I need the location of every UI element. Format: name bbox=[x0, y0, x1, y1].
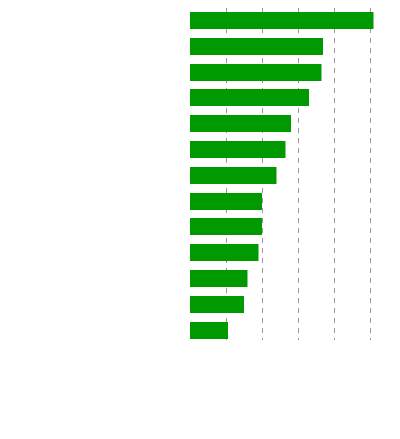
bar-6 bbox=[190, 141, 286, 158]
bar-5 bbox=[190, 115, 291, 132]
bar-9 bbox=[190, 218, 262, 235]
bar-7 bbox=[190, 167, 277, 184]
bar-10 bbox=[190, 244, 259, 261]
bar-1 bbox=[190, 12, 374, 29]
bar-12 bbox=[190, 296, 244, 313]
bar-3 bbox=[190, 64, 322, 81]
bar-4 bbox=[190, 89, 309, 106]
bars bbox=[190, 12, 374, 339]
bar-13 bbox=[190, 322, 228, 339]
bar-2 bbox=[190, 38, 324, 55]
bar-8 bbox=[190, 193, 262, 210]
bar-11 bbox=[190, 270, 248, 287]
